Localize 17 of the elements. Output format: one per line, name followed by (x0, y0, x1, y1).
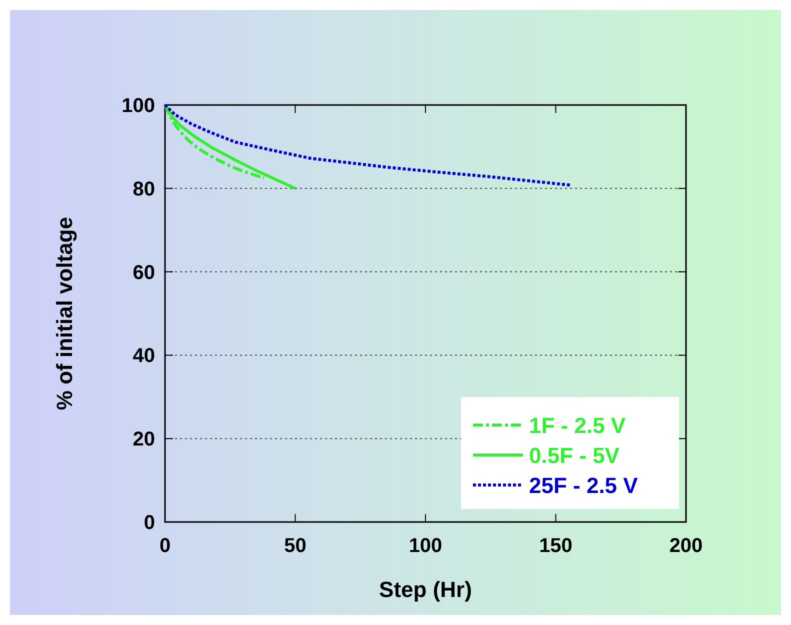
x-tick-label: 0 (159, 535, 171, 557)
x-tick-label: 200 (669, 535, 703, 557)
y-tick-label: 60 (132, 262, 155, 284)
y-tick-label: 0 (144, 512, 155, 534)
x-axis-title: Step (Hr) (379, 577, 472, 602)
legend-label: 25F - 2.5 V (529, 473, 638, 498)
x-tick-label: 50 (284, 535, 306, 557)
y-tick-label: 80 (132, 178, 155, 200)
y-tick-label: 40 (132, 345, 155, 368)
legend-label: 0.5F - 5V (529, 443, 620, 468)
line-series (164, 104, 572, 187)
x-tick-label: 100 (408, 535, 442, 557)
y-tick-label: 100 (122, 95, 155, 117)
legend-label: 1F - 2.5 V (529, 413, 626, 438)
y-axis-title: % of initial voltage (52, 216, 77, 410)
x-tick-label: 150 (539, 535, 572, 557)
y-tick-label: 20 (132, 428, 155, 451)
